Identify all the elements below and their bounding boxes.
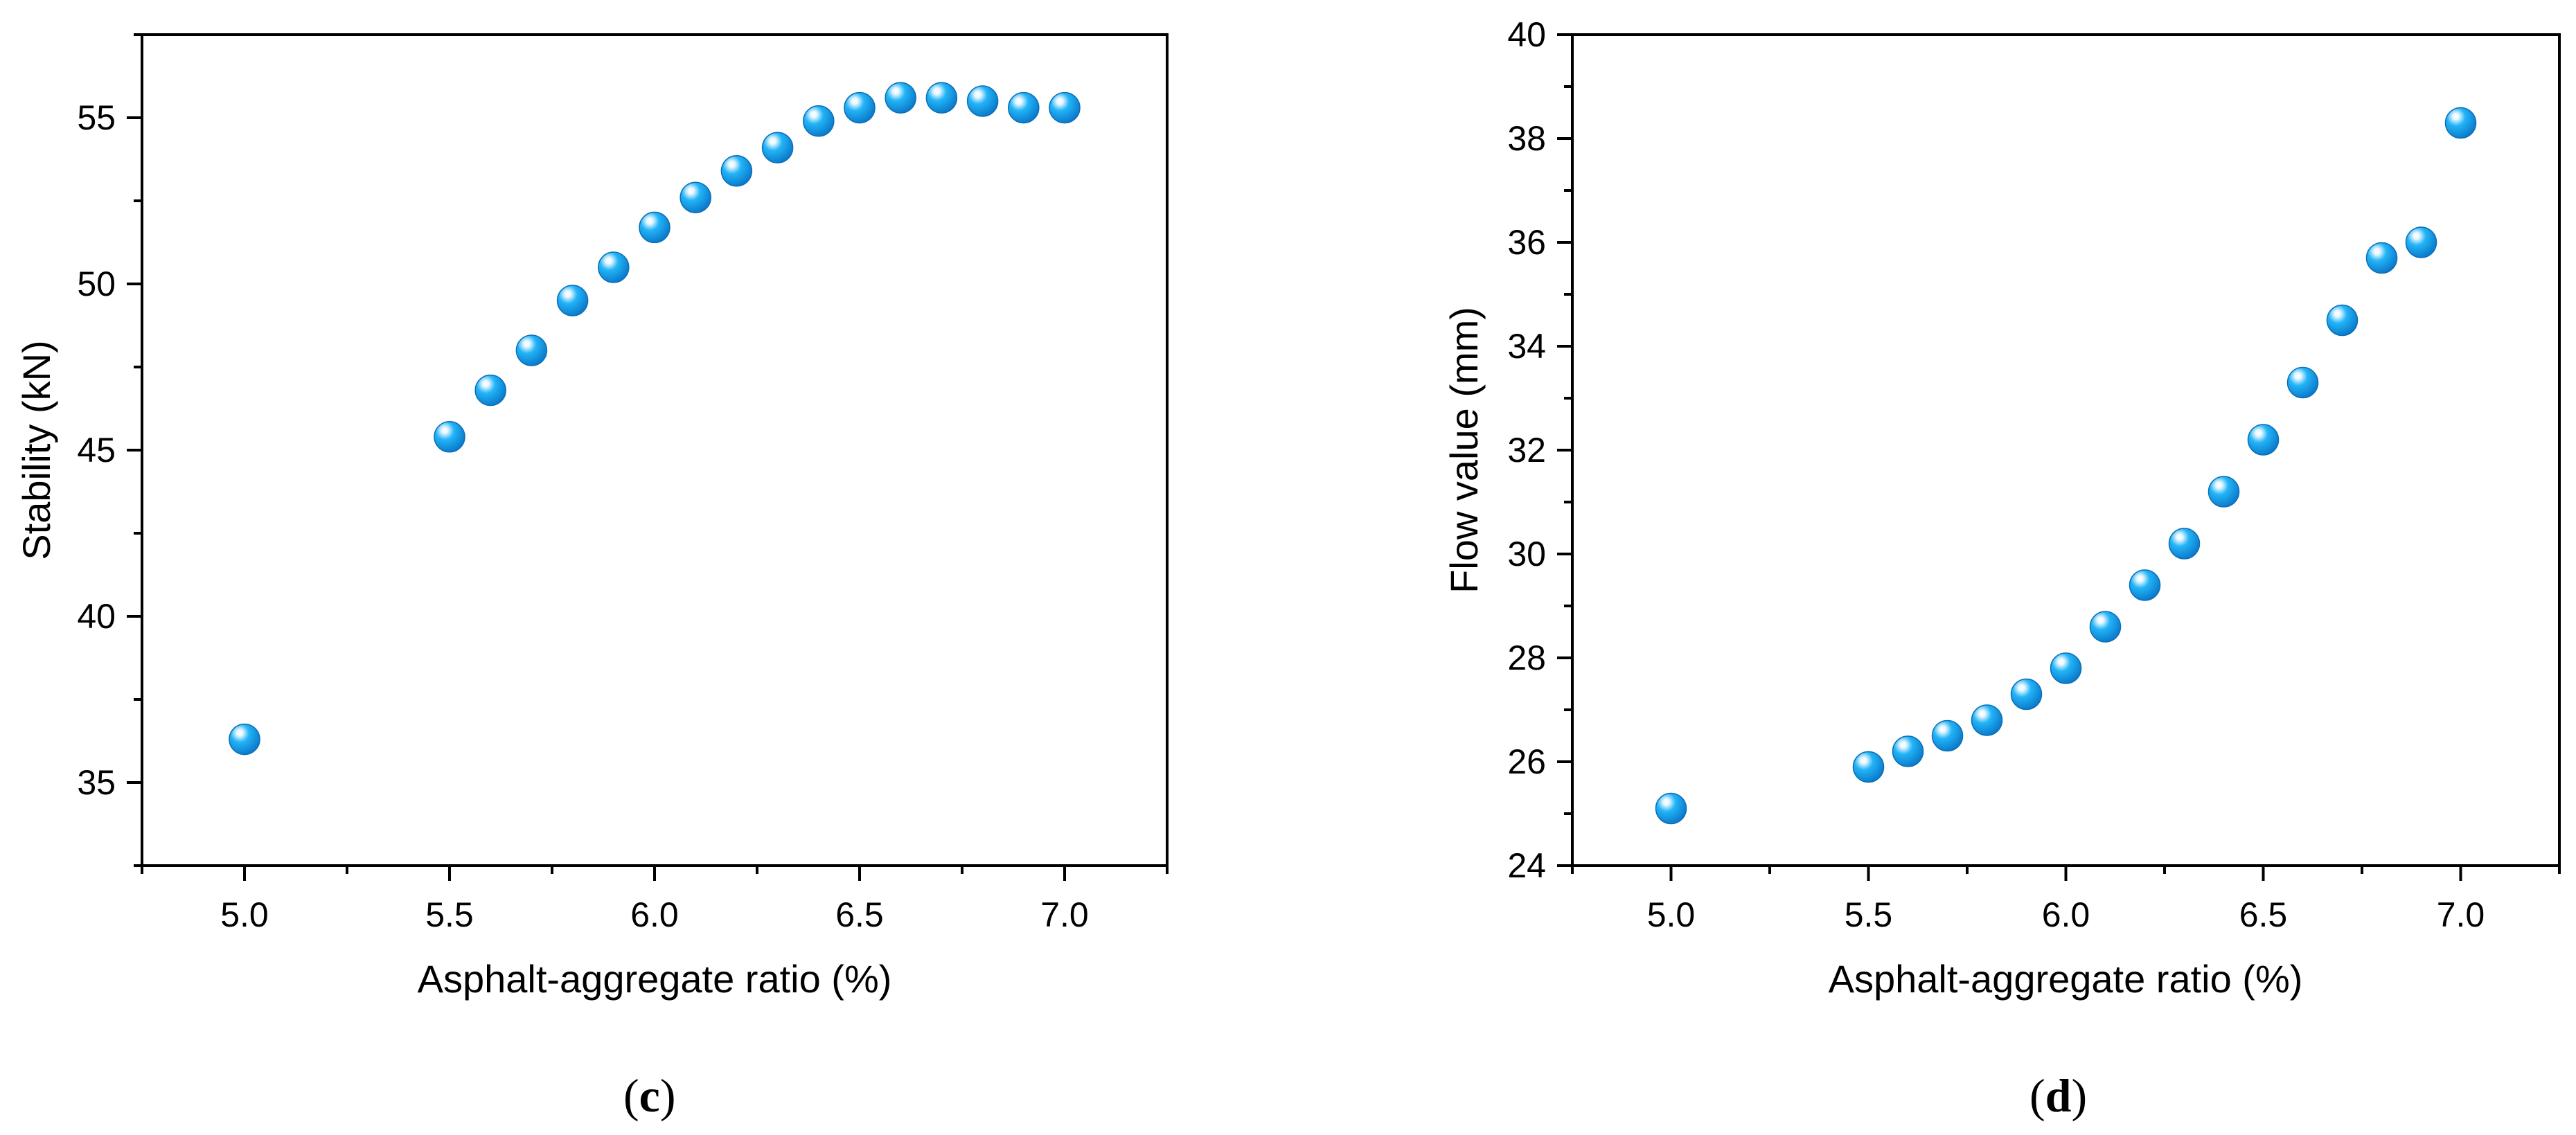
y-axis-ticks: 35 40 45 50 55 [77,33,142,867]
data-point [761,132,794,163]
y-tick-label: 40 [1507,15,1546,54]
data-point [1892,735,1924,767]
x-tick-label: 7.0 [2437,895,2485,934]
y-tick-label: 38 [1507,119,1546,158]
chart-panel-c: 5.0 5.5 6.0 6.5 7.0 35 40 45 50 55 Asphalt-aggre… [15,33,1169,1122]
x-tick-label: 5.0 [220,895,269,934]
data-points [1655,107,2477,825]
data-point [2405,226,2437,258]
data-point [2129,569,2161,601]
y-tick-label: 50 [77,265,116,303]
y-tick-label: 34 [1507,327,1546,366]
y-tick-label: 55 [77,98,116,137]
y-tick-label: 24 [1507,846,1546,885]
data-point [2365,242,2398,274]
data-point [2010,678,2043,711]
y-axis-title: Flow value (mm) [1442,307,1486,593]
y-tick-label: 36 [1507,223,1546,262]
x-tick-label: 5.5 [425,895,474,934]
data-points [229,82,1081,756]
x-tick-label: 6.0 [2042,895,2090,934]
data-point [229,723,260,756]
panel-label-d: (d) [2029,1069,2087,1122]
x-tick-label: 6.5 [2239,895,2288,934]
x-axis-title: Asphalt-aggregate ratio (%) [1829,957,2303,1001]
data-point [2089,611,2122,643]
data-point [1931,720,1964,752]
y-tick-label: 40 [77,597,116,636]
data-point [925,82,958,114]
data-point [844,91,876,124]
data-point [966,85,999,117]
data-point [1008,91,1040,124]
x-tick-label: 7.0 [1040,895,1089,934]
data-point [1852,751,1885,783]
plot-frame [141,33,1169,867]
chart-panel-d: 5.0 5.5 6.0 6.5 7.0 24 26 28 30 32 34 36 38 40 Aspha… [1442,15,2561,1122]
x-axis-ticks: 5.0 5.5 6.0 6.5 7.0 [141,866,1169,934]
data-point [679,181,711,213]
data-point [556,285,589,316]
y-axis-ticks: 24 26 28 30 32 34 36 38 40 [1507,15,1572,885]
data-point [2286,366,2319,399]
data-point [2208,476,2240,508]
plot-frame [1571,33,2561,867]
data-point [1049,91,1081,124]
data-point [474,374,506,406]
y-axis-title: Stability (kN) [15,340,58,560]
x-tick-label: 6.5 [835,895,884,934]
y-tick-label: 26 [1507,742,1546,781]
x-tick-label: 5.0 [1647,895,1696,934]
panel-label-letter: d [2045,1069,2072,1122]
data-point [2050,652,2082,684]
panel-label-c: (c) [623,1069,676,1122]
y-tick-label: 32 [1507,431,1546,470]
data-point [515,334,548,366]
data-point [598,251,630,283]
data-point [2168,528,2201,560]
data-point [639,211,670,244]
data-point [720,155,753,187]
data-point [2247,424,2280,456]
data-point [434,421,465,453]
x-axis-title: Asphalt-aggregate ratio (%) [418,957,892,1001]
x-axis-ticks: 5.0 5.5 6.0 6.5 7.0 [1571,866,2561,934]
data-point [1655,792,1687,825]
y-tick-label: 35 [77,763,116,802]
x-tick-label: 6.0 [630,895,679,934]
y-tick-label: 28 [1507,638,1546,677]
y-tick-label: 30 [1507,535,1546,573]
y-tick-label: 45 [77,431,116,470]
data-point [1971,704,2003,736]
data-point [803,105,835,137]
data-point [885,82,916,114]
data-point [2444,107,2477,139]
x-tick-label: 5.5 [1845,895,1893,934]
data-point [2326,304,2359,337]
panel-label-letter: c [639,1069,660,1122]
